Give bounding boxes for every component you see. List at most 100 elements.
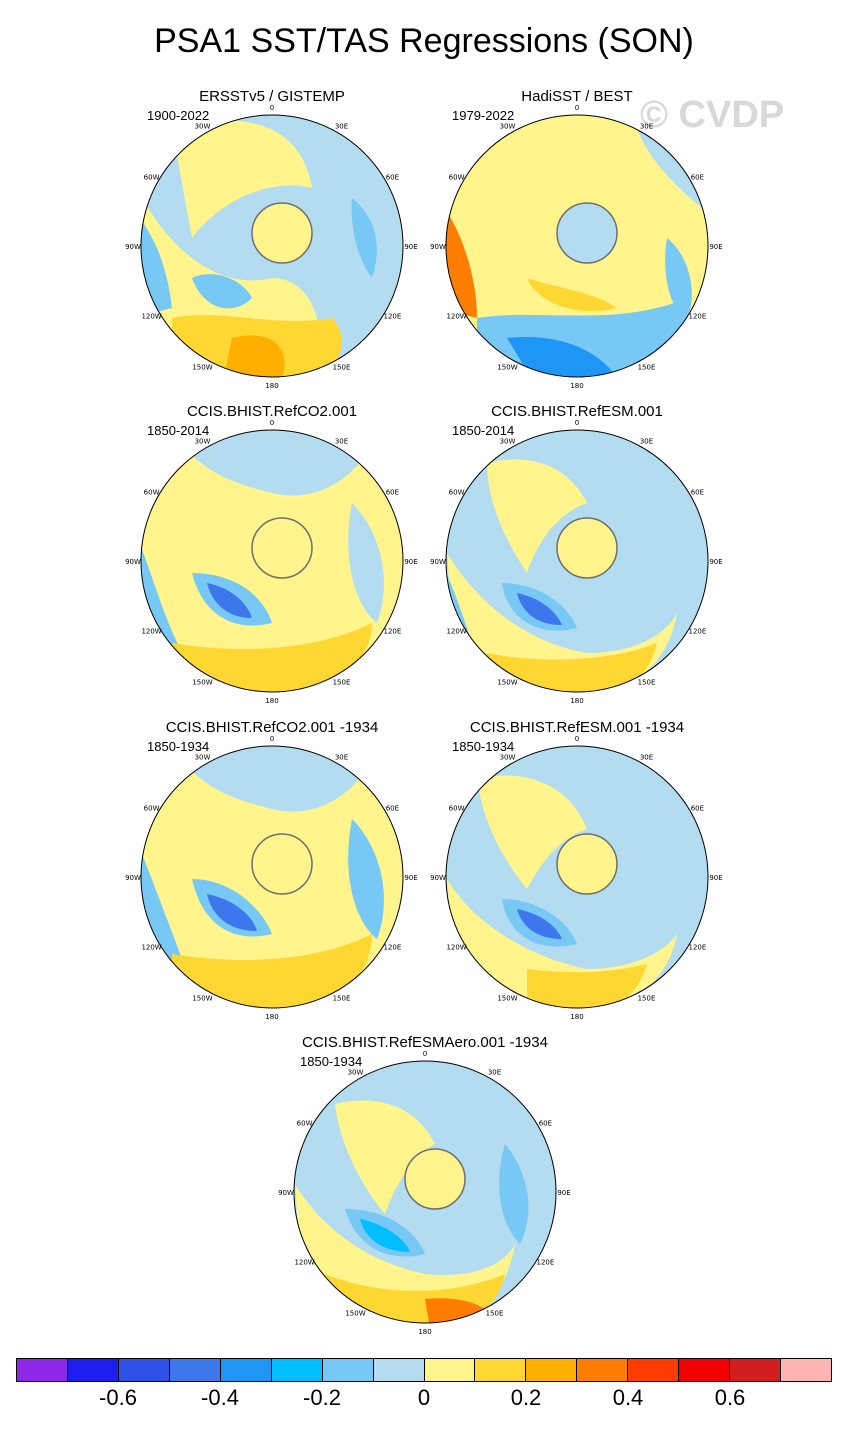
colorbar-labels: -0.6 -0.4 -0.2 0 0.2 0.4 0.6	[16, 1385, 832, 1415]
anomaly-region	[351, 198, 377, 278]
longitude-label: 60E	[691, 174, 704, 182]
antarctica-coast	[556, 517, 618, 579]
longitude-label: 30E	[335, 438, 348, 446]
colorbar-tick-label: 0.4	[612, 1385, 644, 1410]
panel-period: 1900-2022	[147, 108, 210, 123]
longitude-label: 60W	[144, 805, 160, 813]
map-panel-refesm: CCIS.BHIST.RefESM.001 1850-2014 0 30E 60E 9…	[417, 403, 737, 705]
longitude-label: 120E	[384, 944, 402, 952]
colorbar-segment	[118, 1359, 170, 1381]
map-frame	[445, 429, 709, 693]
colorbar-segment	[679, 1359, 731, 1381]
antarctica-coast	[556, 202, 618, 264]
longitude-label: 90E	[557, 1189, 570, 1197]
colorbar-segment	[424, 1359, 476, 1381]
panel-title: CCIS.BHIST.RefESM.001 -1934	[469, 719, 685, 736]
longitude-label: 180	[570, 382, 583, 390]
polar-map: 0 30E 60E 90E 120E 150E 180 150W 120W 90W 60W 30W	[125, 419, 418, 705]
watermark: © CVDP	[640, 94, 785, 136]
colorbar-tick-label: -0.4	[201, 1385, 239, 1410]
longitude-label: 180	[265, 697, 278, 705]
longitude-label: 120E	[537, 1259, 555, 1267]
longitude-label: 90W	[430, 874, 446, 882]
colorbar-segment	[373, 1359, 425, 1381]
longitude-label: 120E	[689, 313, 707, 321]
longitude-label: 60W	[144, 174, 160, 182]
panel-title: CCIS.BHIST.RefESMAero.001 -1934	[302, 1034, 548, 1051]
longitude-label: 60W	[449, 174, 465, 182]
colorbar-tick-label: 0.2	[510, 1385, 542, 1410]
panel-period: 1850-2014	[452, 423, 515, 438]
longitude-label: 30E	[640, 438, 653, 446]
longitude-label: 150E	[638, 678, 656, 686]
longitude-label: 120E	[384, 628, 402, 636]
longitude-label: 120W	[446, 628, 466, 636]
colorbar-segment	[67, 1359, 119, 1381]
longitude-label: 30W	[195, 438, 211, 446]
longitude-label: 150W	[345, 1309, 365, 1317]
anomaly-region	[527, 278, 617, 312]
longitude-label: 120W	[446, 944, 466, 952]
longitude-label: 150W	[497, 994, 517, 1002]
map-frame	[293, 1060, 557, 1324]
longitude-label: 30E	[488, 1069, 501, 1077]
map-panel-refco2-1934: CCIS.BHIST.RefCO2.001 -1934 1850-1934 0 3…	[112, 719, 432, 1021]
map-frame	[140, 114, 404, 378]
longitude-label: 0	[575, 419, 579, 427]
polar-map: 0 30E 60E 90E 120E 150E 180 150W 120W 90W 60W 30W	[125, 104, 418, 390]
longitude-label: 0	[423, 1050, 427, 1058]
anomaly-region	[517, 593, 562, 625]
anomaly-region	[425, 1298, 490, 1323]
longitude-label: 30E	[640, 754, 653, 762]
longitude-label: 150W	[497, 363, 517, 371]
panel-title: ERSSTv5 / GISTEMP	[199, 88, 345, 105]
panel-period: 1850-1934	[452, 739, 515, 754]
longitude-label: 120E	[384, 313, 402, 321]
anomaly-region	[477, 775, 587, 889]
panel-period: 1979-2022	[452, 108, 515, 123]
colorbar-tick-label: -0.6	[99, 1385, 137, 1410]
colorbar-segment	[475, 1359, 527, 1381]
longitude-label: 0	[270, 104, 274, 112]
polar-map: 0 30E 60E 90E 120E 150E 180 150W 120W 90W 60W 30W	[430, 735, 723, 1021]
longitude-label: 90W	[278, 1189, 294, 1197]
longitude-label: 90E	[709, 243, 722, 251]
longitude-label: 0	[575, 735, 579, 743]
colorbar-segment	[322, 1359, 374, 1381]
longitude-label: 180	[570, 1013, 583, 1021]
anomaly-region	[335, 1100, 435, 1214]
panel-period: 1850-2014	[147, 423, 210, 438]
longitude-label: 120W	[141, 628, 161, 636]
anomaly-region	[172, 746, 372, 812]
anomaly-region	[637, 128, 702, 208]
colorbar-tick-label: -0.2	[303, 1385, 341, 1410]
longitude-label: 150E	[638, 994, 656, 1002]
longitude-label: 180	[418, 1328, 431, 1336]
anomaly-region	[348, 819, 384, 939]
longitude-label: 0	[270, 419, 274, 427]
anomaly-region	[192, 274, 252, 309]
longitude-label: 150W	[497, 678, 517, 686]
anomaly-region	[207, 583, 252, 618]
anomaly-region	[222, 335, 285, 377]
longitude-label: 60E	[386, 805, 399, 813]
polar-map: 0 30E 60E 90E 120E 150E 180 150W 120W 90W 60W 30W	[430, 419, 723, 705]
antarctica-coast	[404, 1148, 466, 1210]
longitude-label: 90E	[404, 874, 417, 882]
longitude-label: 90W	[430, 243, 446, 251]
anomaly-region	[360, 1219, 410, 1252]
colorbar-segment	[577, 1359, 629, 1381]
map-panel-refesmaero-1934: CCIS.BHIST.RefESMAero.001 -1934 1850-193…	[265, 1034, 585, 1336]
anomaly-region	[172, 120, 312, 238]
longitude-label: 60W	[449, 489, 465, 497]
figure-title: PSA1 SST/TAS Regressions (SON)	[154, 22, 694, 60]
longitude-label: 30E	[335, 123, 348, 131]
longitude-label: 30W	[195, 754, 211, 762]
anomaly-region	[499, 1144, 529, 1244]
longitude-label: 120W	[141, 944, 161, 952]
colorbar-segment	[628, 1359, 680, 1381]
map-frame	[445, 745, 709, 1009]
polar-map: 0 30E 60E 90E 120E 150E 180 150W 120W 90W 60W 30W	[278, 1050, 571, 1336]
longitude-label: 0	[270, 735, 274, 743]
longitude-label: 90W	[125, 558, 141, 566]
